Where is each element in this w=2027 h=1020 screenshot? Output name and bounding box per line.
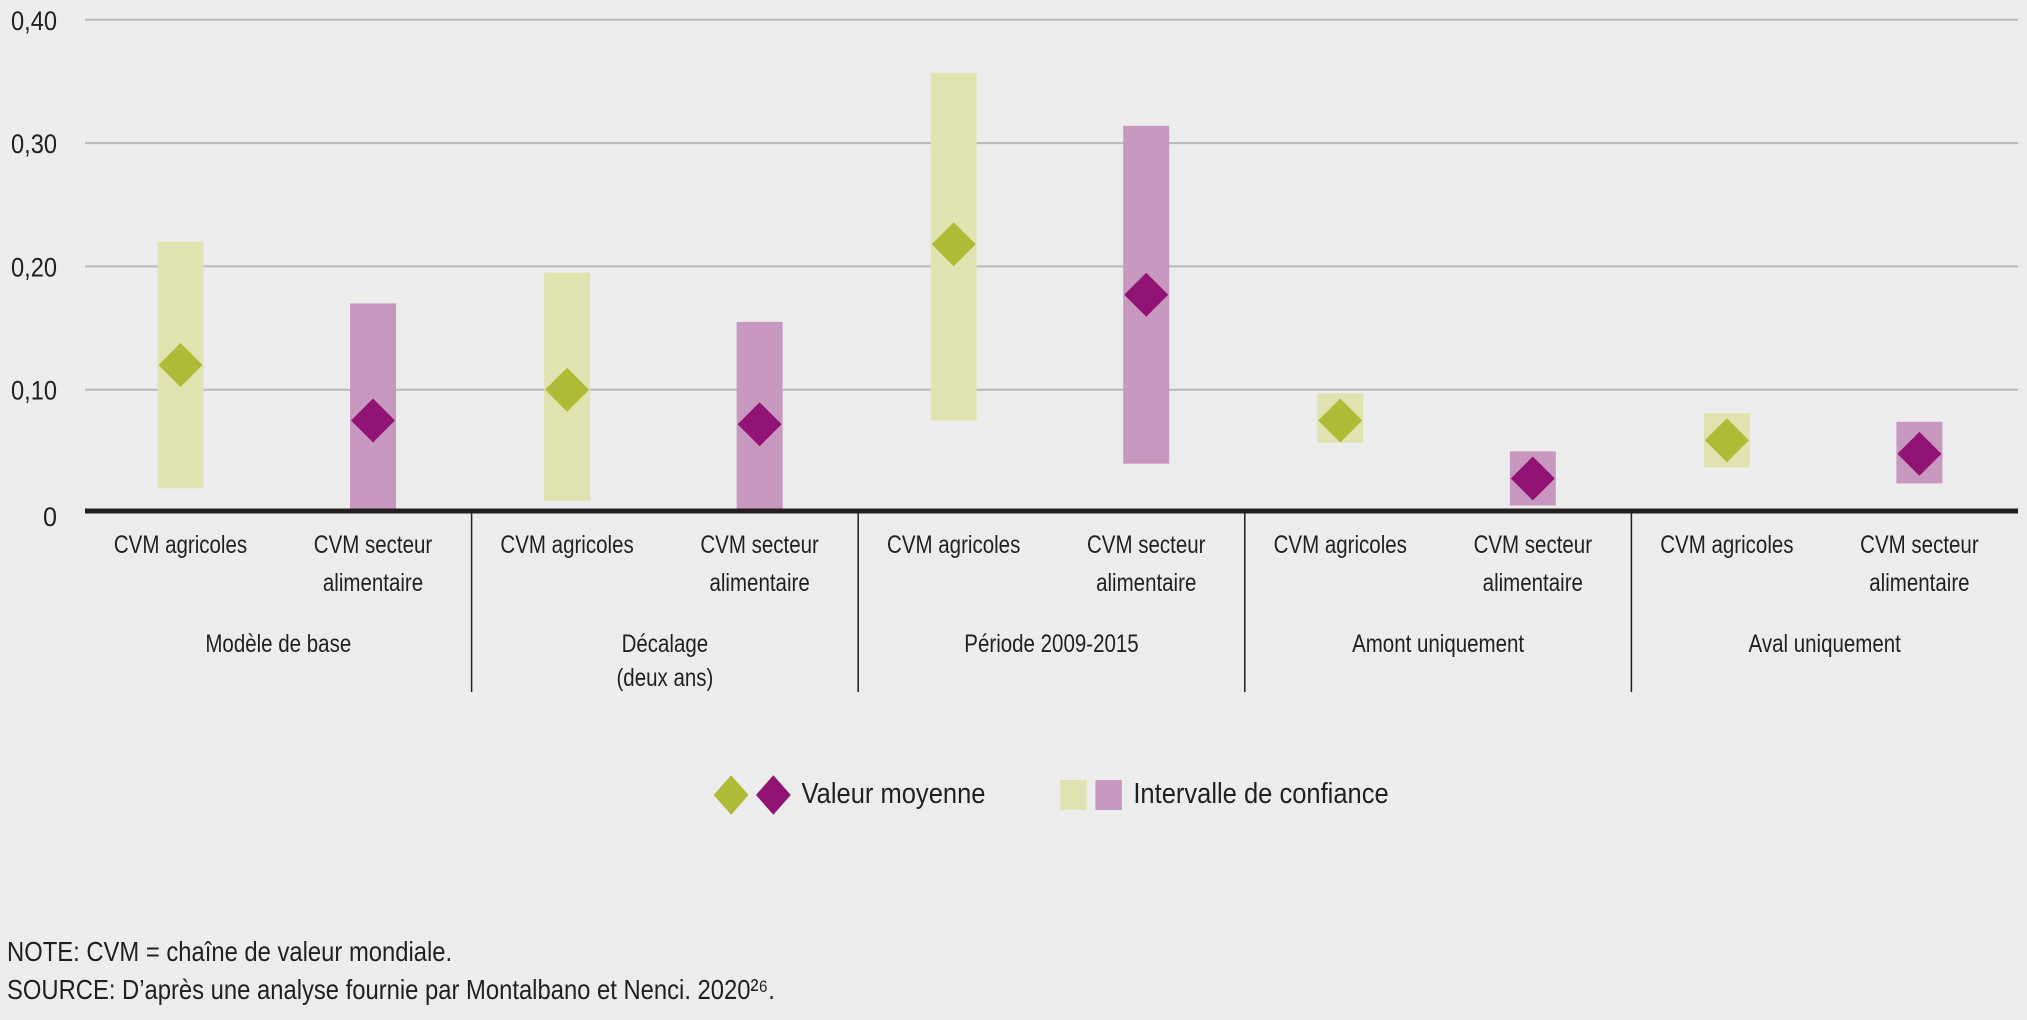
legend-item-interval: Intervalle de confiance: [1056, 778, 1389, 811]
x-category-label: CVM secteur: [1474, 530, 1593, 558]
mean-marker-diamond: [931, 222, 976, 267]
legend-item-mean: Valeur moyenne: [710, 774, 986, 815]
x-category-label: CVM agricoles: [1274, 530, 1407, 558]
gridlines: [85, 18, 2018, 391]
x-category-label: CVM agricoles: [1660, 530, 1793, 558]
y-tick-label: 0: [43, 502, 57, 532]
x-category-label: CVM secteur: [1860, 530, 1979, 558]
x-group-label: Amont uniquement: [1352, 629, 1525, 657]
confidence-intervals: [157, 72, 1943, 509]
x-axis: [85, 508, 2018, 692]
x-group-label: Période 2009-2015: [964, 629, 1138, 657]
x-category-label: CVM secteur: [1087, 530, 1206, 558]
x-category-label: alimentaire: [1096, 568, 1196, 596]
mean-marker-diamond: [1897, 431, 1942, 476]
legend-diamond-alimentaire-icon: [755, 774, 791, 815]
mean-marker-diamond: [158, 343, 203, 388]
y-tick-label: 0,20: [11, 252, 57, 282]
legend: Valeur moyenne Intervalle de confiance: [710, 774, 1389, 815]
source-text: SOURCE: D’après une analyse fournie par …: [7, 974, 775, 1005]
x-group-label: (deux ans): [616, 663, 713, 691]
mean-markers: [158, 222, 1942, 501]
x-category-label: alimentaire: [1869, 568, 1969, 596]
x-category-label: CVM agricoles: [114, 530, 247, 558]
x-category-label: CVM secteur: [314, 530, 433, 558]
legend-label-mean: Valeur moyenne: [801, 778, 986, 810]
mean-marker-diamond: [351, 398, 396, 443]
mean-marker-diamond: [737, 402, 782, 447]
x-group-label: Modèle de base: [205, 629, 351, 657]
mean-marker-diamond: [1704, 418, 1749, 463]
y-axis-ticks: 0 0,10 0,20 0,30 0,40: [11, 6, 57, 532]
note-text: NOTE: CVM = chaîne de valeur mondiale.: [7, 936, 453, 967]
mean-marker-diamond: [1318, 398, 1363, 443]
mean-marker-diamond: [545, 367, 590, 412]
x-axis-labels: CVM agricoles CVM secteur alimentaire Modèl…: [114, 530, 1979, 691]
y-tick-label: 0,10: [11, 376, 57, 406]
mean-marker-diamond: [1124, 272, 1169, 317]
y-tick-label: 0,40: [11, 6, 57, 36]
x-category-label: alimentaire: [1483, 568, 1583, 596]
x-category-label: CVM agricoles: [887, 530, 1020, 558]
x-category-label: CVM secteur: [700, 530, 819, 558]
chart-notes: NOTE: CVM = chaîne de valeur mondiale. S…: [7, 933, 775, 1009]
x-group-label: Décalage: [622, 629, 709, 657]
legend-label-interval: Intervalle de confiance: [1133, 778, 1389, 810]
mean-marker-diamond: [1510, 456, 1555, 501]
x-group-label: Aval uniquement: [1749, 629, 1902, 657]
legend-diamond-agricoles-icon: [713, 774, 749, 815]
legend-swatch-agricoles-icon: [1060, 779, 1087, 810]
y-tick-label: 0,30: [11, 129, 57, 159]
x-category-label: alimentaire: [323, 568, 423, 596]
x-category-label: CVM agricoles: [500, 530, 633, 558]
legend-swatch-alimentaire-icon: [1095, 779, 1122, 810]
chart: 0 0,10 0,20 0,30 0,40 CVM agricoles CVM secte…: [11, 6, 2018, 692]
x-category-label: alimentaire: [709, 568, 809, 596]
